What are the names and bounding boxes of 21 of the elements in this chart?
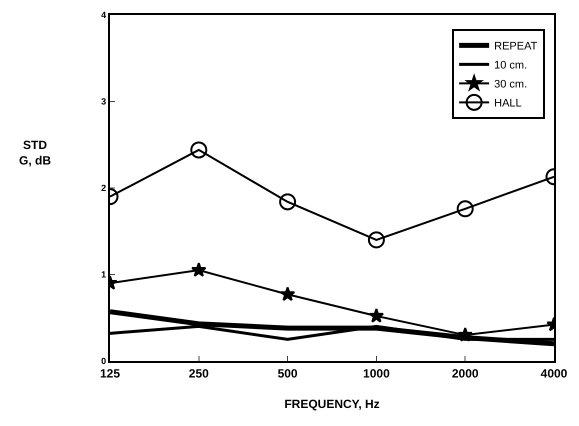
legend-label: 30 cm.	[494, 78, 528, 91]
y-tick-label: 3	[101, 96, 106, 107]
point	[368, 231, 385, 248]
legend-label: 10 cm.	[494, 60, 528, 72]
y-tick-label: 4	[101, 10, 106, 20]
x-tick-label: 500	[278, 366, 298, 380]
legend-label: REPEAT	[494, 40, 538, 53]
legend-label: HALL	[494, 98, 522, 110]
y-tick-label: 2	[101, 183, 106, 194]
y-tick-label: 1	[101, 270, 106, 280]
y-axis-title: STD G, dB	[19, 138, 52, 168]
x-tick-label: 4000	[540, 366, 568, 380]
point	[368, 308, 384, 323]
x-tick-label: 1000	[363, 366, 390, 380]
x-tick-label: 125	[100, 366, 120, 380]
point	[279, 193, 296, 210]
x-tick-label: 2000	[452, 366, 479, 380]
x-axis-title: FREQUENCY, Hz	[284, 397, 380, 411]
y-tick-label: 0	[101, 356, 106, 366]
x-tick-label: 250	[188, 366, 210, 380]
point	[280, 286, 296, 302]
